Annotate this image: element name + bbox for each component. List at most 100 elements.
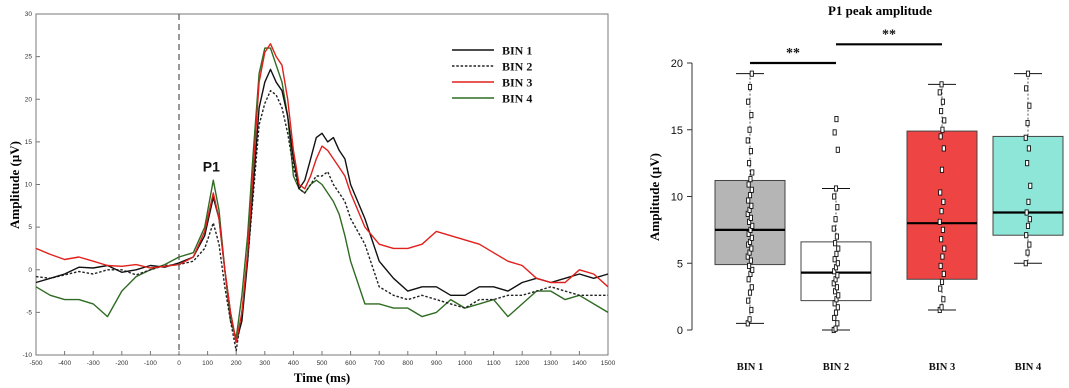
data-point — [1025, 222, 1031, 229]
legend-label: BIN 3 — [502, 76, 532, 90]
boxplot-y-tick-label: 0 — [677, 325, 683, 337]
box-bin-2 — [800, 116, 872, 334]
erp-x-tick-label: 300 — [259, 360, 270, 367]
data-point — [836, 245, 841, 252]
boxplot-title: P1 peak amplitude — [828, 3, 932, 18]
data-point — [939, 278, 945, 285]
data-point — [749, 186, 754, 193]
data-point — [1027, 216, 1032, 223]
data-point — [749, 234, 754, 241]
data-point — [833, 216, 838, 223]
data-point — [833, 240, 838, 247]
erp-x-tick-label: -200 — [115, 360, 128, 367]
erp-x-tick-label: 0 — [177, 360, 181, 367]
data-point — [832, 314, 837, 322]
data-point — [941, 270, 946, 277]
data-point — [835, 260, 840, 267]
data-point — [748, 176, 753, 183]
erp-y-tick-label: 30 — [25, 11, 33, 18]
erp-x-tick-label: 600 — [345, 360, 356, 367]
data-point — [835, 304, 840, 311]
data-point — [942, 117, 947, 124]
data-point — [939, 208, 944, 215]
data-point — [937, 218, 942, 225]
data-point — [748, 257, 753, 264]
data-point — [1025, 249, 1030, 256]
data-point — [942, 245, 947, 252]
erp-series-lines — [35, 43, 609, 352]
erp-y-tick-label: -5 — [26, 309, 32, 316]
data-point — [1025, 70, 1031, 77]
data-point — [938, 285, 943, 292]
boxplot-y-tick-label: 15 — [671, 125, 683, 137]
data-point — [747, 126, 752, 133]
erp-xlabel: Time (ms) — [294, 370, 350, 385]
data-point — [834, 116, 839, 123]
data-point — [748, 148, 753, 155]
data-point — [833, 185, 839, 192]
boxplot-y-ticks: 0 5 10 15 20 — [671, 58, 692, 337]
erp-legend: BIN 1 BIN 2 BIN 3 BIN 4 — [452, 44, 532, 106]
data-point — [940, 126, 945, 133]
erp-x-tick-label: 1300 — [544, 360, 559, 367]
data-point — [832, 129, 837, 136]
data-point — [1024, 209, 1029, 216]
data-point — [1027, 102, 1032, 109]
data-point — [835, 146, 840, 153]
data-point — [939, 236, 944, 243]
erp-y-tick-label: 0 — [28, 267, 32, 274]
erp-x-tick-label: 1100 — [487, 360, 501, 367]
data-point — [1026, 198, 1031, 205]
data-point — [747, 262, 752, 269]
boxplot-x-label: BIN 1 — [737, 362, 764, 373]
box-bin-3 — [906, 81, 978, 314]
boxplot-x-labels: BIN 1 BIN 2 BIN 3 BIN 4 — [737, 362, 1042, 373]
data-point — [749, 70, 754, 77]
data-point — [939, 108, 944, 115]
erp-ylabel: Amplitude (µV) — [7, 141, 22, 229]
data-point — [937, 89, 942, 96]
significance-bars: ** ** — [750, 27, 942, 65]
boxplot-ylabel: Amplitude (µV) — [647, 153, 662, 241]
data-point — [1025, 160, 1030, 167]
data-point — [836, 292, 841, 299]
data-point — [833, 309, 839, 316]
data-point — [834, 250, 839, 257]
erp-y-tick-label: 15 — [25, 139, 33, 146]
erp-y-tick-label: 25 — [25, 54, 33, 61]
data-point — [747, 289, 753, 296]
data-point — [746, 297, 751, 304]
erp-line-bin-4 — [35, 47, 609, 339]
boxplot-x-label: BIN 2 — [823, 362, 850, 373]
data-point — [749, 245, 754, 252]
erp-x-tick-label: 1400 — [572, 360, 587, 367]
data-point — [746, 276, 751, 283]
data-point — [750, 266, 755, 273]
data-point — [748, 214, 753, 221]
data-point — [940, 253, 945, 260]
data-point — [835, 204, 840, 211]
erp-x-tick-label: -300 — [87, 360, 100, 367]
erp-waveform-chart: -500 -400 -300 -200 -100 0 100 200 300 400 500 600 7… — [7, 11, 616, 385]
data-point — [746, 98, 751, 105]
boxplot-y-tick-label: 5 — [677, 258, 683, 270]
erp-x-tick-label: 900 — [431, 360, 442, 367]
data-point — [1024, 85, 1029, 92]
data-point — [941, 296, 946, 303]
data-point — [832, 193, 837, 200]
data-point — [1024, 232, 1029, 239]
erp-x-tick-label: 200 — [231, 360, 242, 367]
data-point — [745, 137, 750, 144]
boxplot-y-tick-label: 10 — [671, 192, 683, 204]
box-bin-4 — [992, 70, 1064, 267]
erp-x-tick-label: 1200 — [515, 360, 530, 367]
data-point — [939, 166, 945, 173]
data-point — [1028, 182, 1033, 189]
data-point — [747, 160, 752, 167]
data-point — [833, 325, 838, 332]
data-point — [1027, 241, 1032, 248]
erp-x-tick-label: -400 — [58, 360, 71, 367]
data-point — [750, 169, 755, 176]
data-point — [940, 226, 945, 233]
erp-x-tick-label: -500 — [29, 360, 42, 367]
